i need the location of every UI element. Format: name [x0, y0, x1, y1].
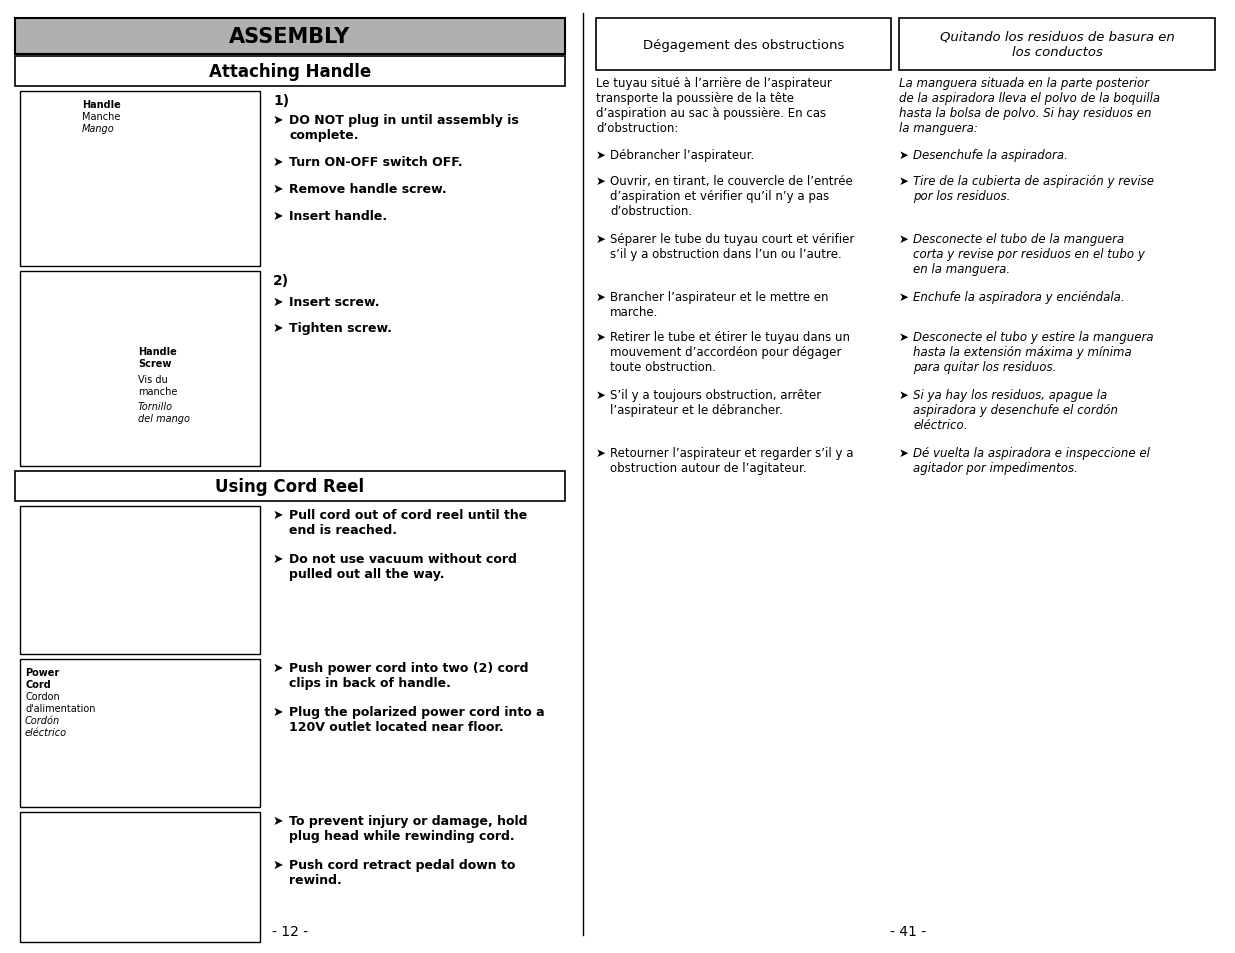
Text: ➤: ➤ — [597, 233, 606, 246]
Text: ➤: ➤ — [899, 291, 909, 304]
Text: Cord: Cord — [25, 679, 51, 689]
Text: Tighten screw.: Tighten screw. — [289, 322, 391, 335]
Text: To prevent injury or damage, hold
plug head while rewinding cord.: To prevent injury or damage, hold plug h… — [289, 814, 527, 842]
Text: Dé vuelta la aspiradora e inspeccione el
agitador por impedimentos.: Dé vuelta la aspiradora e inspeccione el… — [913, 447, 1150, 475]
Text: Mango: Mango — [82, 124, 115, 133]
Text: Turn ON-OFF switch OFF.: Turn ON-OFF switch OFF. — [289, 156, 463, 169]
Text: Si ya hay los residuos, apague la
aspiradora y desenchufe el cordón
eléctrico.: Si ya hay los residuos, apague la aspira… — [913, 389, 1118, 432]
Text: ➤: ➤ — [899, 331, 909, 344]
Text: ➤: ➤ — [597, 331, 606, 344]
Text: ➤: ➤ — [273, 509, 284, 521]
Text: Manche: Manche — [82, 112, 120, 122]
Text: Séparer le tube du tuyau court et vérifier
s’il y a obstruction dans l’un ou l’a: Séparer le tube du tuyau court et vérifi… — [610, 233, 855, 261]
Text: Enchufe la aspiradora y enciéndala.: Enchufe la aspiradora y enciéndala. — [913, 291, 1125, 304]
Text: Retourner l’aspirateur et regarder s’il y a
obstruction autour de l’agitateur.: Retourner l’aspirateur et regarder s’il … — [610, 447, 853, 475]
Text: 2): 2) — [273, 274, 289, 288]
Bar — [899, 19, 1215, 71]
Text: - 12 -: - 12 - — [272, 924, 308, 938]
Text: Dégagement des obstructions: Dégagement des obstructions — [642, 38, 845, 51]
Text: ➤: ➤ — [273, 814, 284, 827]
Text: Retirer le tube et étirer le tuyau dans un
mouvement d’accordéon pour dégager
to: Retirer le tube et étirer le tuyau dans … — [610, 331, 850, 374]
Text: ➤: ➤ — [273, 113, 284, 127]
Text: ➤: ➤ — [273, 183, 284, 195]
Text: Ouvrir, en tirant, le couvercle de l’entrée
d’aspiration et vérifier qu’il n’y a: Ouvrir, en tirant, le couvercle de l’ent… — [610, 174, 852, 218]
Text: Quitando los residuos de basura en
los conductos: Quitando los residuos de basura en los c… — [940, 30, 1174, 59]
Text: Using Cord Reel: Using Cord Reel — [215, 477, 364, 496]
Bar — [20, 812, 261, 942]
Bar — [15, 57, 564, 87]
Bar — [20, 506, 261, 655]
Text: ➤: ➤ — [273, 156, 284, 169]
Text: ➤: ➤ — [597, 447, 606, 459]
Text: Cordon: Cordon — [25, 691, 59, 701]
Text: Power: Power — [25, 667, 59, 678]
Text: ➤: ➤ — [273, 705, 284, 719]
Bar — [15, 472, 564, 501]
Text: d'alimentation: d'alimentation — [25, 703, 95, 713]
Text: eléctrico: eléctrico — [25, 727, 67, 738]
Text: ➤: ➤ — [899, 174, 909, 188]
Text: ➤: ➤ — [273, 322, 284, 335]
Bar — [597, 19, 890, 71]
Text: Insert screw.: Insert screw. — [289, 295, 379, 309]
Text: ASSEMBLY: ASSEMBLY — [230, 27, 351, 47]
Text: Débrancher l’aspirateur.: Débrancher l’aspirateur. — [610, 149, 755, 162]
Text: La manguera situada en la parte posterior
de la aspiradora lleva el polvo de la : La manguera situada en la parte posterio… — [899, 77, 1160, 135]
Text: Remove handle screw.: Remove handle screw. — [289, 183, 447, 195]
Text: Insert handle.: Insert handle. — [289, 210, 387, 223]
Text: ➤: ➤ — [273, 661, 284, 675]
Text: Handle: Handle — [82, 100, 121, 110]
Text: Plug the polarized power cord into a
120V outlet located near floor.: Plug the polarized power cord into a 120… — [289, 705, 545, 733]
Text: ➤: ➤ — [273, 858, 284, 871]
Text: ➤: ➤ — [597, 389, 606, 401]
Text: Handle
Screw: Handle Screw — [138, 347, 177, 368]
Text: S’il y a toujours obstruction, arrêter
l’aspirateur et le débrancher.: S’il y a toujours obstruction, arrêter l… — [610, 389, 821, 416]
Text: ➤: ➤ — [899, 233, 909, 246]
Bar — [15, 19, 564, 55]
Text: ➤: ➤ — [273, 295, 284, 309]
Bar — [20, 659, 261, 807]
Text: Pull cord out of cord reel until the
end is reached.: Pull cord out of cord reel until the end… — [289, 509, 527, 537]
Text: DO NOT plug in until assembly is
complete.: DO NOT plug in until assembly is complet… — [289, 113, 519, 142]
Text: 1): 1) — [273, 94, 289, 108]
Text: Attaching Handle: Attaching Handle — [209, 63, 372, 81]
Bar — [20, 272, 261, 467]
Text: Vis du
manche: Vis du manche — [138, 375, 178, 396]
Text: Brancher l’aspirateur et le mettre en
marche.: Brancher l’aspirateur et le mettre en ma… — [610, 291, 829, 318]
Text: Desconecte el tubo de la manguera
corta y revise por residuos en el tubo y
en la: Desconecte el tubo de la manguera corta … — [913, 233, 1145, 275]
Text: ➤: ➤ — [273, 210, 284, 223]
Text: Tire de la cubierta de aspiración y revise
por los residuos.: Tire de la cubierta de aspiración y revi… — [913, 174, 1153, 203]
Text: Do not use vacuum without cord
pulled out all the way.: Do not use vacuum without cord pulled ou… — [289, 553, 517, 580]
Text: Desenchufe la aspiradora.: Desenchufe la aspiradora. — [913, 149, 1068, 162]
Text: Le tuyau situé à l’arrière de l’aspirateur
transporte la poussière de la tête
d’: Le tuyau situé à l’arrière de l’aspirate… — [597, 77, 832, 135]
Text: Cordón: Cordón — [25, 716, 61, 725]
Text: ➤: ➤ — [899, 389, 909, 401]
Text: - 41 -: - 41 - — [890, 924, 926, 938]
Bar — [20, 91, 261, 267]
Text: Push cord retract pedal down to
rewind.: Push cord retract pedal down to rewind. — [289, 858, 515, 886]
Text: Desconecte el tubo y estire la manguera
hasta la extensión máxima y mínima
para : Desconecte el tubo y estire la manguera … — [913, 331, 1153, 374]
Text: ➤: ➤ — [597, 291, 606, 304]
Text: ➤: ➤ — [273, 553, 284, 565]
Text: ➤: ➤ — [899, 447, 909, 459]
Text: Push power cord into two (2) cord
clips in back of handle.: Push power cord into two (2) cord clips … — [289, 661, 529, 689]
Text: ➤: ➤ — [597, 174, 606, 188]
Text: Tornillo
del mango: Tornillo del mango — [138, 401, 190, 423]
Text: ➤: ➤ — [597, 149, 606, 162]
Text: ➤: ➤ — [899, 149, 909, 162]
